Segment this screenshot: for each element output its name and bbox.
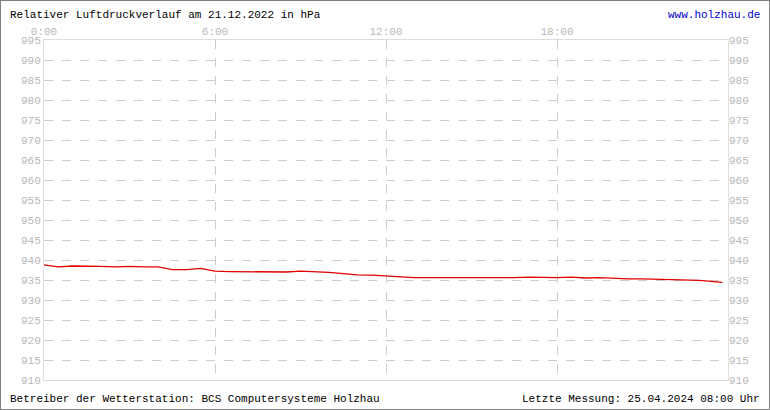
svg-text:12:00: 12:00 [369, 26, 402, 38]
svg-text:960: 960 [729, 175, 749, 187]
svg-text:920: 920 [21, 335, 41, 347]
svg-text:945: 945 [729, 235, 749, 247]
svg-text:995: 995 [21, 35, 41, 47]
svg-text:915: 915 [21, 355, 41, 367]
svg-text:930: 930 [21, 295, 41, 307]
svg-text:990: 990 [21, 55, 41, 67]
svg-text:910: 910 [21, 375, 41, 387]
svg-text:950: 950 [21, 215, 41, 227]
svg-text:940: 940 [729, 255, 749, 267]
svg-text:0:00: 0:00 [31, 26, 57, 38]
svg-text:975: 975 [21, 115, 41, 127]
svg-text:970: 970 [729, 135, 749, 147]
svg-text:www.holzhau.de: www.holzhau.de [668, 9, 760, 21]
svg-text:935: 935 [729, 275, 749, 287]
svg-text:955: 955 [729, 195, 749, 207]
svg-text:965: 965 [21, 155, 41, 167]
svg-text:985: 985 [729, 75, 749, 87]
svg-text:950: 950 [729, 215, 749, 227]
svg-text:915: 915 [729, 355, 749, 367]
svg-text:995: 995 [729, 35, 749, 47]
svg-text:965: 965 [729, 155, 749, 167]
svg-text:990: 990 [729, 55, 749, 67]
svg-text:925: 925 [729, 315, 749, 327]
svg-text:945: 945 [21, 235, 41, 247]
svg-text:980: 980 [21, 95, 41, 107]
svg-text:955: 955 [21, 195, 41, 207]
svg-text:Relativer Luftdruckverlauf am: Relativer Luftdruckverlauf am 21.12.2022… [10, 9, 321, 21]
svg-text:960: 960 [21, 175, 41, 187]
svg-text:Betreiber der Wetterstation: B: Betreiber der Wetterstation: BCS Compute… [10, 393, 380, 405]
svg-text:980: 980 [729, 95, 749, 107]
svg-text:Letzte Messung: 25.04.2024 08:: Letzte Messung: 25.04.2024 08:00 Uhr [522, 393, 760, 405]
svg-text:985: 985 [21, 75, 41, 87]
svg-text:975: 975 [729, 115, 749, 127]
svg-text:925: 925 [21, 315, 41, 327]
svg-text:935: 935 [21, 275, 41, 287]
svg-text:940: 940 [21, 255, 41, 267]
svg-text:18:00: 18:00 [540, 26, 573, 38]
svg-text:6:00: 6:00 [202, 26, 228, 38]
svg-text:910: 910 [729, 375, 749, 387]
svg-text:970: 970 [21, 135, 41, 147]
svg-text:920: 920 [729, 335, 749, 347]
svg-text:930: 930 [729, 295, 749, 307]
